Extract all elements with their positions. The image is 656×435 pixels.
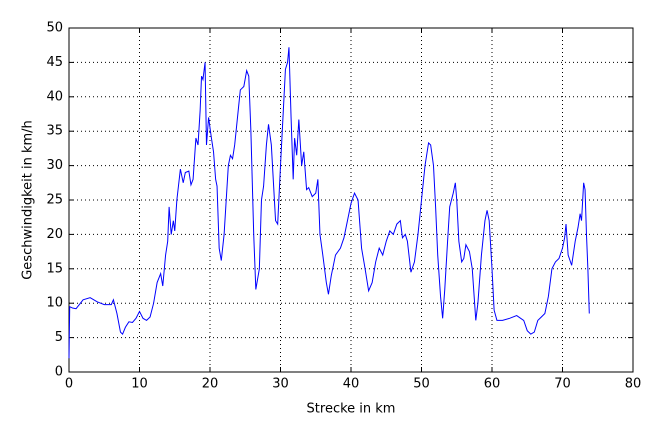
x-tick-label: 0 xyxy=(65,377,73,392)
x-tick-label: 30 xyxy=(272,377,289,392)
y-tick-label: 10 xyxy=(46,296,63,311)
data-line xyxy=(68,47,590,359)
y-tick-label: 0 xyxy=(55,365,63,380)
y-tick-label: 5 xyxy=(55,330,63,345)
x-tick-label: 60 xyxy=(484,377,501,392)
plot-frame xyxy=(68,27,634,373)
x-tick-label: 70 xyxy=(554,377,571,392)
x-tick-label: 40 xyxy=(343,377,360,392)
x-tick-label: 80 xyxy=(625,377,642,392)
y-axis-label: Geschwindigkeit in km/h xyxy=(21,120,36,280)
y-tick-label: 35 xyxy=(46,124,63,139)
x-axis-label: Strecke in km xyxy=(307,402,396,417)
x-tick-label: 50 xyxy=(413,377,430,392)
y-tick-label: 15 xyxy=(46,261,63,276)
x-tick-label: 10 xyxy=(131,377,148,392)
y-tick-label: 25 xyxy=(46,193,63,208)
y-tick-label: 20 xyxy=(46,227,63,242)
x-tick-label: 20 xyxy=(202,377,219,392)
y-tick-label: 40 xyxy=(46,89,63,104)
y-tick-label: 50 xyxy=(46,21,63,36)
y-tick-label: 30 xyxy=(46,158,63,173)
y-tick-label: 45 xyxy=(46,55,63,70)
